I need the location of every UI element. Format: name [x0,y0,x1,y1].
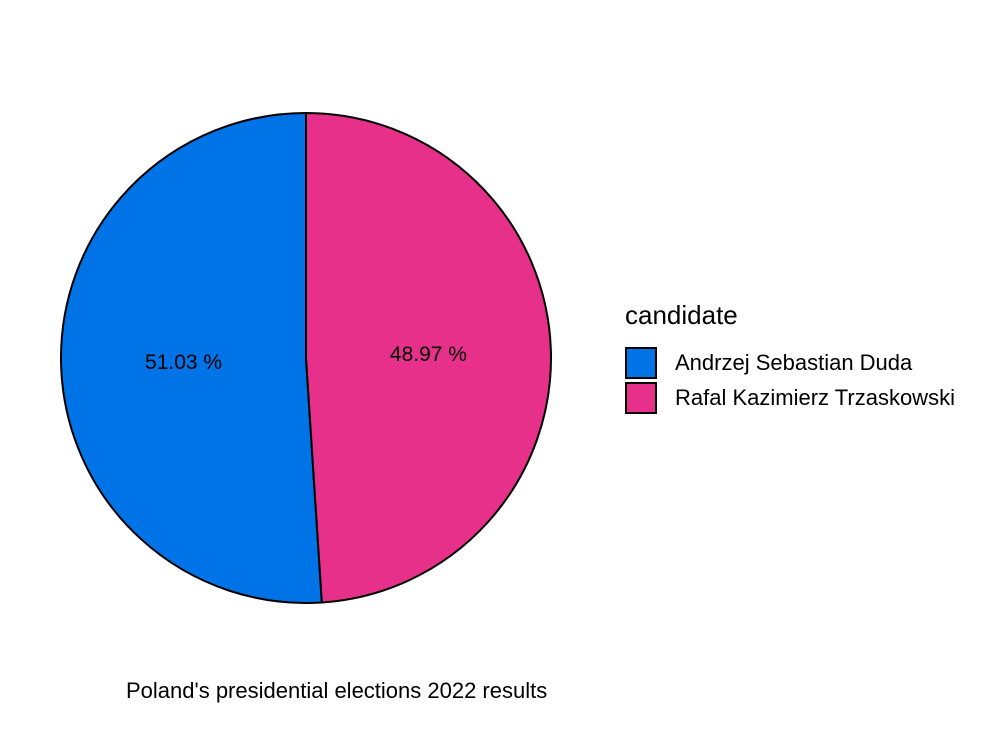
legend-item-trzaskowski: Rafal Kazimierz Trzaskowski [625,381,955,415]
legend-item-duda: Andrzej Sebastian Duda [625,346,912,380]
legend-title: candidate [625,300,738,330]
pie-slices [60,111,552,604]
legend-label-duda: Andrzej Sebastian Duda [675,350,913,375]
legend-swatch-trzaskowski [625,382,657,414]
legend-label-trzaskowski: Rafal Kazimierz Trzaskowski [675,385,955,410]
slice-label-1: 51.03 % [145,351,222,374]
legend-swatch-duda [625,347,657,379]
chart-caption: Poland's presidential elections 2022 res… [126,678,548,703]
slice-label-2: 48.97 % [390,343,467,366]
pie-slice-2 [305,111,552,604]
pie-slice-1 [60,111,323,604]
pie-slice-labels: 51.03 % 48.97 % [145,343,467,374]
